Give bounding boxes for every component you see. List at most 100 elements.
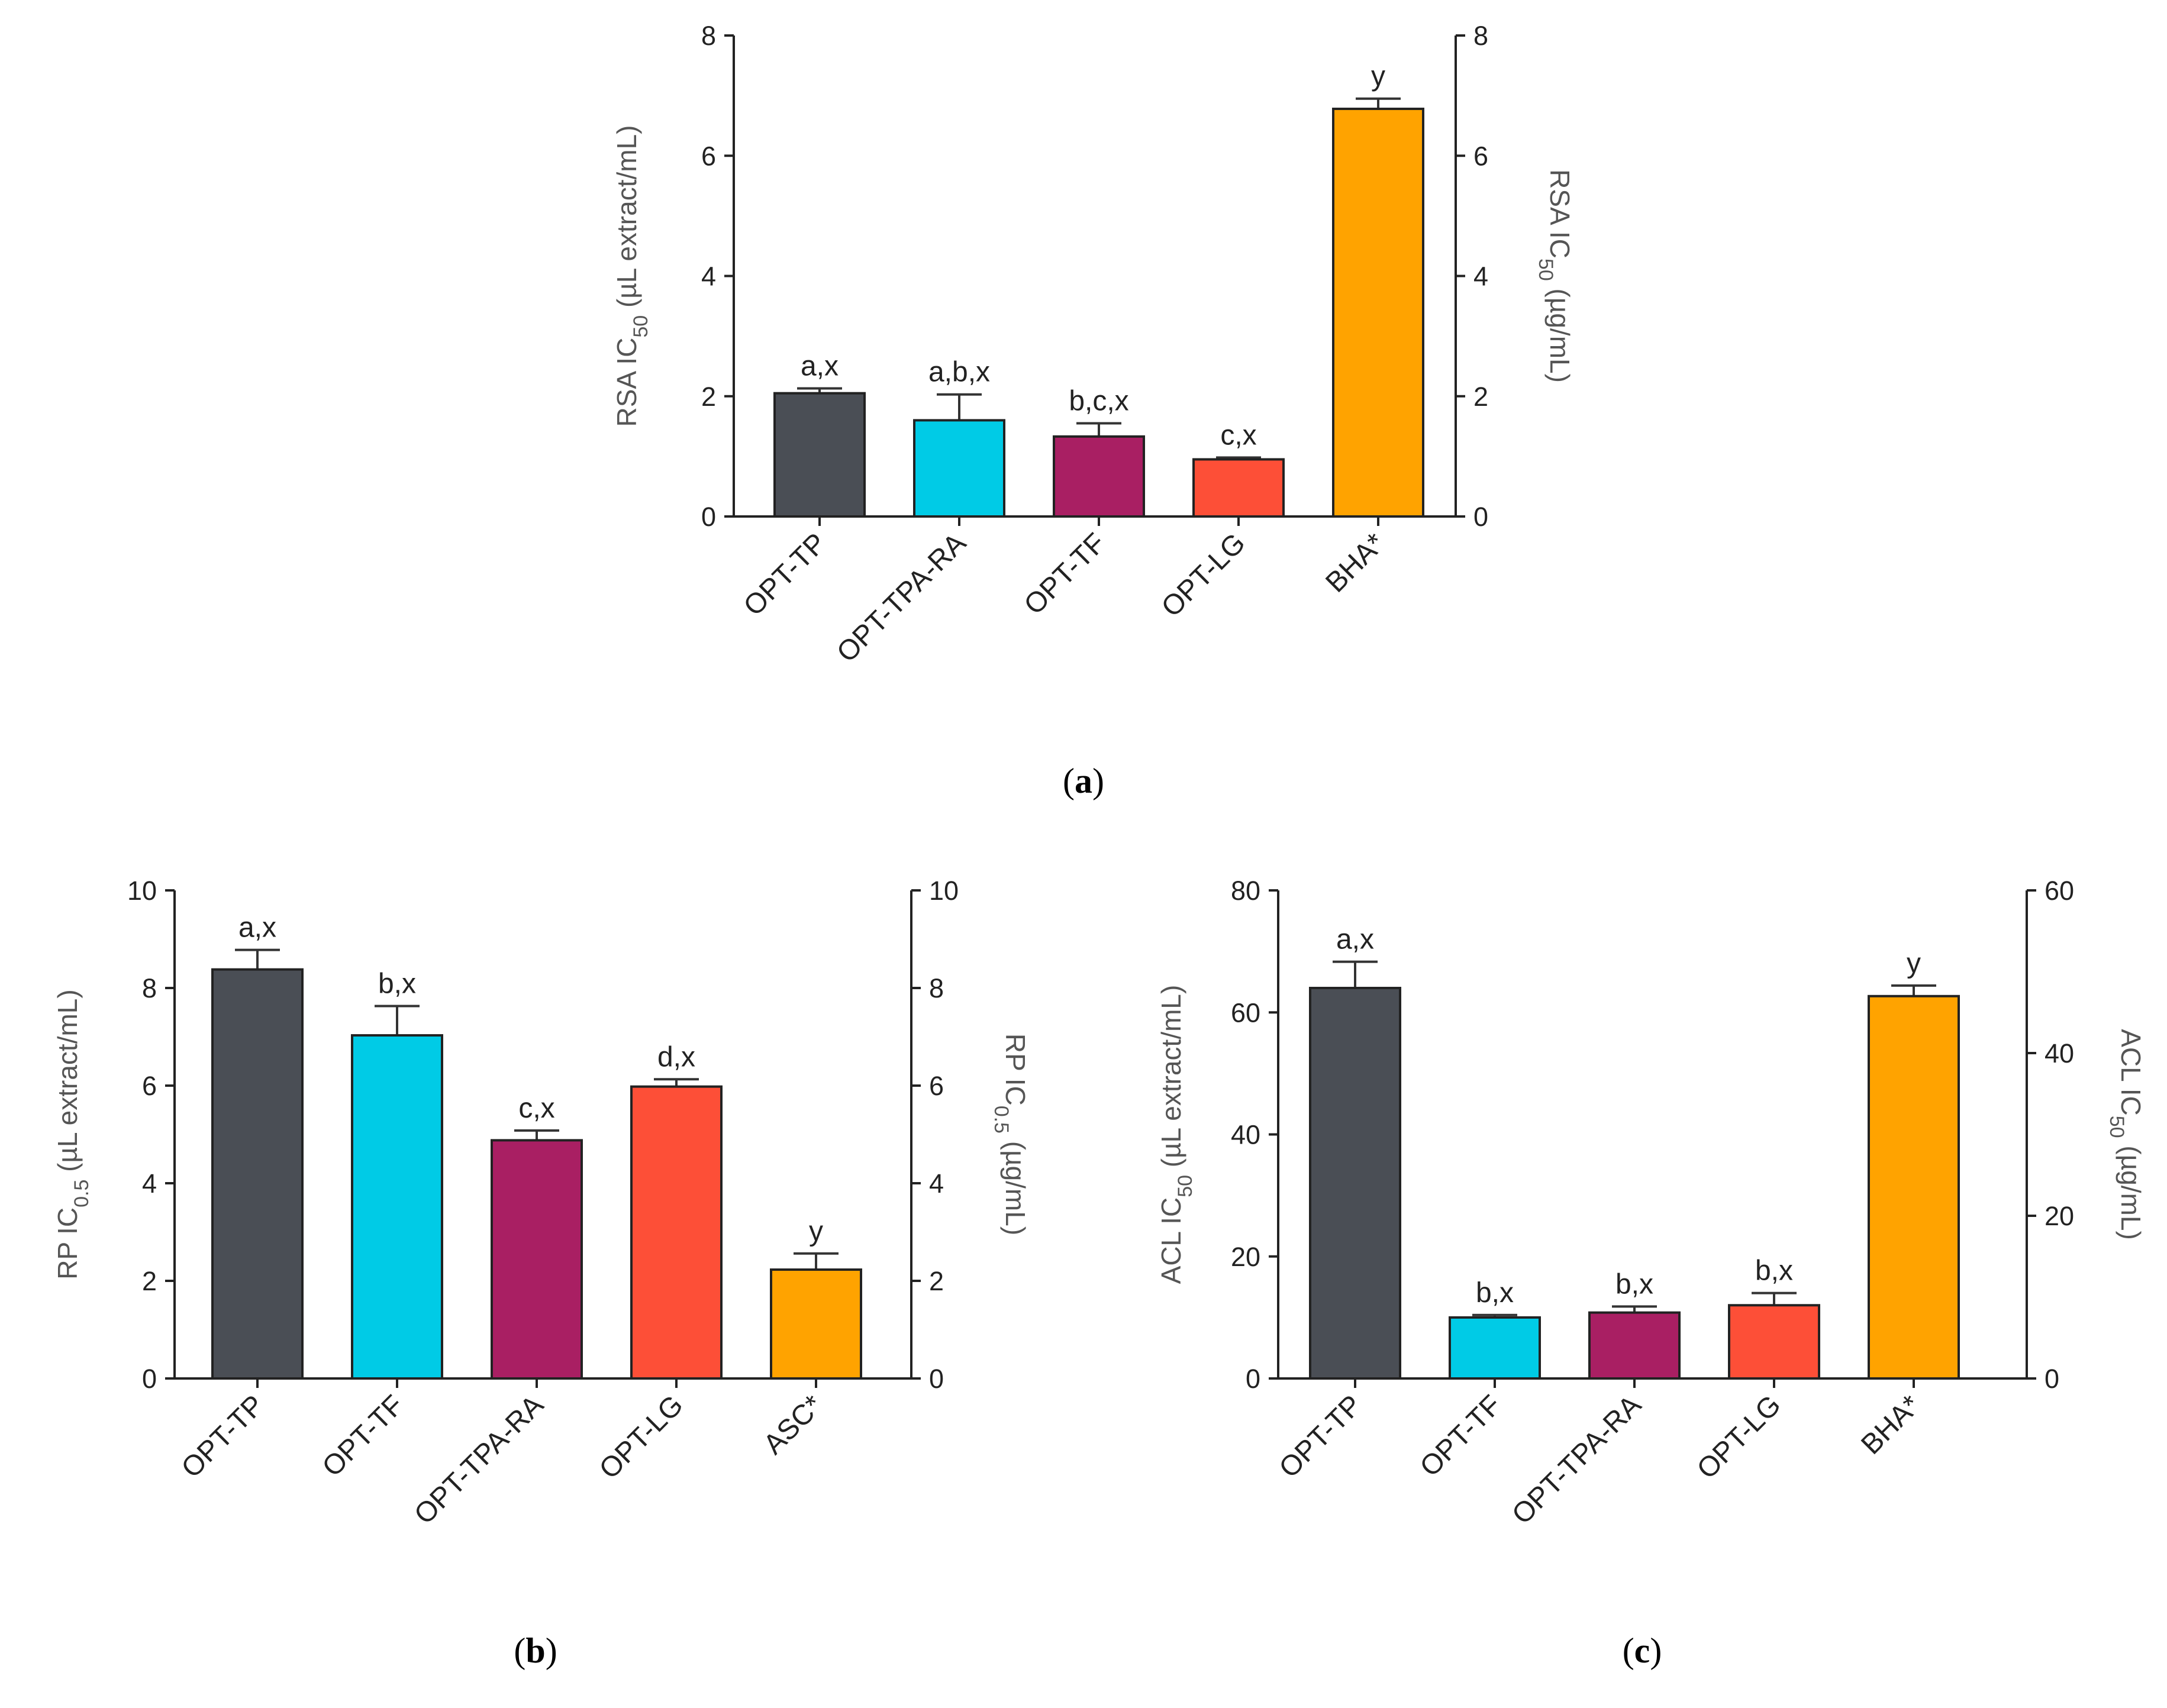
right-tick-label: 60 (2045, 876, 2074, 906)
right-tick-label: 8 (1473, 21, 1488, 51)
significance-label: y (809, 1216, 823, 1247)
category-label: OPT-TP (1273, 1389, 1368, 1484)
right-axis-title-suffix: (µg/mL) (1544, 281, 1575, 383)
bar-opt-tp (1309, 987, 1401, 1380)
bar-opt-lg (1192, 458, 1285, 518)
significance-label: a,b,x (928, 357, 990, 388)
category-label: OPT-TPA-RA (408, 1389, 550, 1531)
right-axis-title: ACL IC50 (µg/mL) (2105, 1029, 2146, 1240)
left-axis-title: RP IC0.5 (µL extract/mL) (52, 989, 93, 1279)
right-axis-title-suffix: (µg/mL) (1000, 1134, 1031, 1235)
significance-label: b,c,x (1069, 385, 1128, 416)
category-label: OPT-TP (738, 527, 833, 622)
right-axis-title-prefix: ACL IC (2116, 1029, 2146, 1116)
left-tick-label: 2 (701, 382, 716, 412)
category-label: OPT-TPA-RA (831, 527, 972, 669)
right-tick-label: 20 (2045, 1201, 2074, 1231)
left-tick-label: 4 (701, 261, 716, 292)
left-tick-label: 40 (1231, 1120, 1260, 1150)
right-tick-label: 4 (929, 1168, 944, 1199)
panel-label: (c) (1623, 1631, 1662, 1670)
right-axis-title-suffix: (µg/mL) (2116, 1138, 2146, 1240)
panel-label: (b) (514, 1631, 557, 1670)
left-tick-label: 0 (1246, 1364, 1260, 1394)
panel-label-close: ) (546, 1631, 557, 1670)
left-tick-label: 8 (701, 21, 716, 51)
right-tick-label: 8 (929, 973, 944, 1003)
significance-label: b,x (1615, 1268, 1653, 1300)
left-tick-label: 20 (1231, 1242, 1260, 1272)
significance-label: a,x (1336, 924, 1374, 955)
category-label: OPT-TP (176, 1389, 270, 1484)
left-tick-label: 8 (142, 973, 157, 1003)
significance-label: y (1907, 948, 1921, 979)
right-tick-label: 2 (1473, 382, 1488, 412)
category-label: ASC* (757, 1389, 828, 1460)
category-label: OPT-LG (1691, 1389, 1787, 1485)
bar-opt-tf (351, 1034, 443, 1380)
left-axis-title-suffix: (µL extract/mL) (1156, 985, 1186, 1175)
right-tick-label: 10 (929, 876, 959, 906)
left-tick-label: 0 (701, 502, 716, 532)
category-label: OPT-LG (594, 1389, 689, 1485)
bar-opt-tp (211, 968, 304, 1380)
bar-asc- (770, 1268, 862, 1380)
panel-label-open: ( (514, 1631, 525, 1670)
category-label: OPT-TF (1018, 527, 1112, 621)
left-axis-title-prefix: RP IC (52, 1207, 83, 1280)
left-axis-title-suffix: (µL extract/mL) (611, 125, 642, 315)
left-tick-label: 6 (701, 141, 716, 171)
significance-label: y (1371, 61, 1385, 92)
left-tick-label: 10 (127, 876, 157, 906)
right-axis-title-prefix: RP IC (1000, 1034, 1031, 1106)
panel-label-close: ) (1650, 1631, 1662, 1670)
significance-label: a,x (801, 351, 839, 382)
right-axis-title: RP IC0.5 (µg/mL) (990, 1034, 1031, 1235)
right-tick-label: 0 (929, 1364, 944, 1394)
left-tick-label: 0 (142, 1364, 157, 1394)
left-axis-title-prefix: RSA IC (611, 338, 642, 427)
right-tick-label: 2 (929, 1266, 944, 1296)
significance-label: b,x (378, 968, 416, 1000)
chart-panel-b: 0 2 4 6 8 10 0 2 4 6 8 10 a,x OPT-TP b,x OPT-TF c,x OPT-T… (52, 876, 1031, 1670)
significance-label: d,x (657, 1041, 695, 1073)
left-axis-title-subscript: 50 (1174, 1175, 1197, 1197)
right-axis-title-subscript: 50 (2105, 1116, 2128, 1138)
panel-label-letter: b (525, 1631, 545, 1670)
bar-bha- (1868, 995, 1960, 1380)
bar-opt-tpa-ra (1588, 1311, 1681, 1380)
bar-opt-tpa-ra (491, 1139, 583, 1380)
left-axis-title-prefix: ACL IC (1156, 1197, 1186, 1284)
category-label: BHA* (1855, 1389, 1926, 1460)
right-tick-label: 0 (2045, 1364, 2059, 1394)
left-axis-title-suffix: (µL extract/mL) (52, 989, 83, 1179)
bar-opt-lg (1728, 1304, 1820, 1380)
right-tick-label: 40 (2045, 1038, 2074, 1068)
left-axis-title-subscript: 0.5 (70, 1180, 93, 1207)
panel-label-letter: c (1634, 1631, 1650, 1670)
bar-opt-tp (773, 392, 866, 518)
right-tick-label: 4 (1473, 261, 1488, 292)
left-axis-title: RSA IC50 (µL extract/mL) (611, 125, 652, 427)
left-tick-label: 6 (142, 1071, 157, 1101)
right-tick-label: 6 (929, 1071, 944, 1101)
right-tick-label: 0 (1473, 502, 1488, 532)
bar-opt-lg (630, 1085, 723, 1380)
category-label: OPT-LG (1156, 527, 1252, 623)
left-tick-label: 2 (142, 1266, 157, 1296)
left-tick-label: 80 (1231, 876, 1260, 906)
panel-label-close: ) (1092, 761, 1104, 800)
panel-label-open: ( (1623, 1631, 1634, 1670)
bar-opt-tf (1449, 1316, 1541, 1380)
left-axis-title-subscript: 50 (630, 315, 652, 338)
chart-panel-a: 0 2 4 6 8 0 2 4 6 8 a,x OPT-TP a,b,x OPT-TPA-RA b,c,x O… (611, 21, 1575, 800)
right-axis-title: RSA IC50 (µg/mL) (1534, 169, 1575, 383)
chart-panel-c: 0 20 40 60 80 0 20 40 60 a,x OPT-TP b,x OPT-TF b,x OPT… (1156, 876, 2146, 1670)
panel-label: (a) (1063, 761, 1104, 800)
category-label: OPT-TF (1414, 1389, 1508, 1483)
left-tick-label: 4 (142, 1168, 157, 1199)
category-label: OPT-TPA-RA (1506, 1389, 1647, 1531)
panel-label-open: ( (1063, 761, 1075, 800)
bar-bha- (1332, 107, 1424, 518)
